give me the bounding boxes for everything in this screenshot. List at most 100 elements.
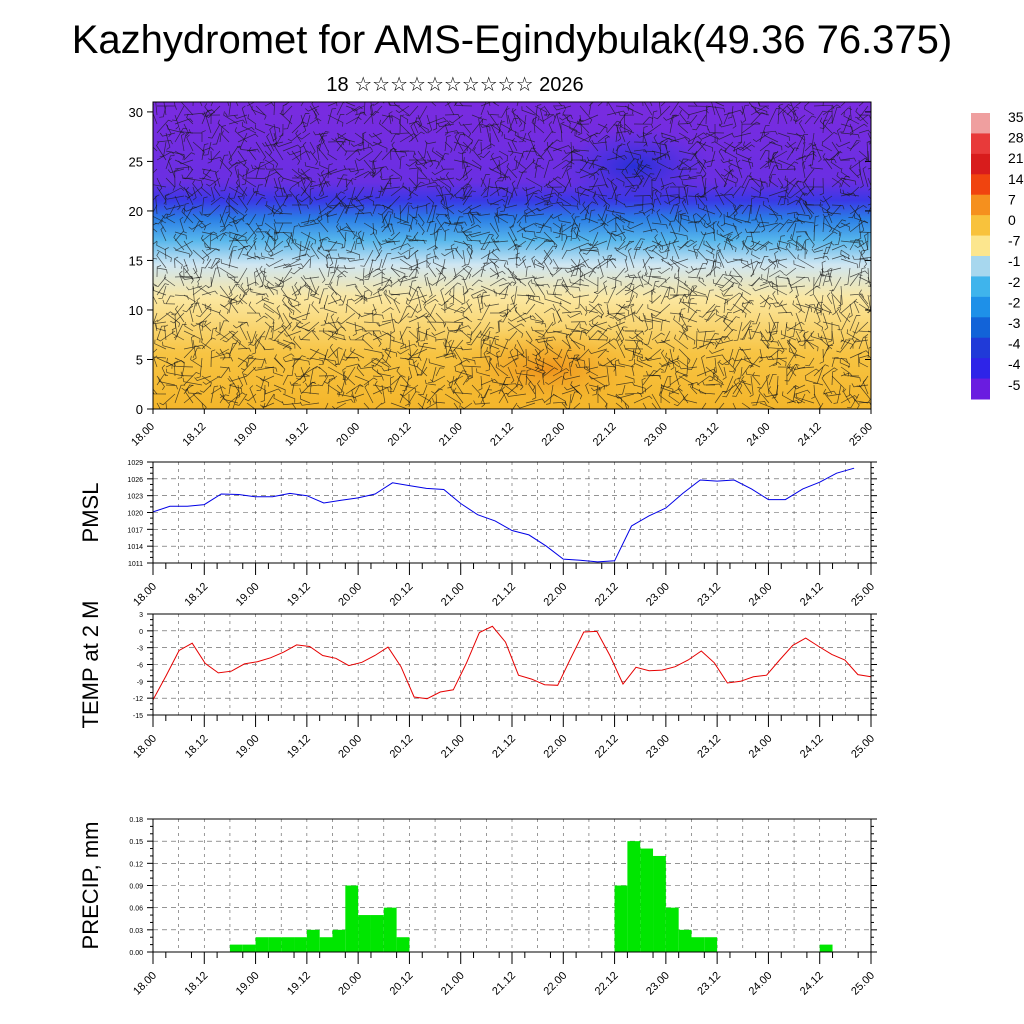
colorbar-label: 21: [1008, 150, 1024, 166]
precip-xtick-label: 22.12: [593, 970, 621, 998]
pmsl-xtick-label: 21.00: [439, 581, 467, 609]
heatmap-xtick-label: 23.00: [642, 421, 670, 449]
precip-bar: [653, 855, 666, 952]
temp-ytick-label: -12: [133, 696, 143, 703]
precip-ytick-label: 0.12: [129, 861, 143, 868]
heatmap-xtick-label: 19.12: [283, 421, 311, 449]
precip-xtick-label: 24.12: [798, 970, 826, 998]
pmsl-xtick-label: 18.00: [131, 581, 159, 609]
precip-bar: [255, 937, 269, 952]
precip-xtick-label: 19.12: [285, 970, 313, 998]
temp-ytick-label: 0: [139, 629, 143, 636]
heatmap-ytick-label: 0: [136, 402, 143, 417]
temperature-colorbar: 35 28 21 14 7 0 -7 -1 -2 -2 -3 -4 -4 -5: [971, 109, 1024, 400]
colorbar-swatch: [971, 174, 990, 196]
colorbar-swatch: [971, 133, 990, 155]
heatmap-xtick-label: 22.12: [591, 421, 619, 449]
precip-bar: [819, 944, 833, 952]
precip-bar: [345, 885, 359, 952]
precip-xtick-label: 25.00: [849, 970, 877, 998]
precip-bar: [396, 937, 410, 952]
pmsl-ytick-label: 1020: [127, 511, 143, 518]
precip-xtick-label: 18.12: [182, 970, 210, 998]
colorbar-swatch: [971, 194, 990, 216]
temp-xtick-label: 19.12: [285, 733, 313, 761]
heatmap-xtick-label: 23.12: [693, 421, 721, 449]
heatmap-ytick-label: 5: [136, 352, 143, 367]
colorbar-swatch: [971, 378, 990, 400]
precip-ytick-label: 0.00: [129, 950, 143, 957]
precip-bar: [691, 937, 705, 952]
colorbar-swatch: [971, 113, 990, 134]
temp-ytick-label: -15: [133, 713, 143, 720]
heatmap-xtick-label: 20.00: [334, 421, 362, 449]
precip-ytick-label: 0.15: [129, 839, 143, 846]
colorbar-label: -7: [1008, 233, 1021, 249]
colorbar-label: 0: [1008, 212, 1016, 228]
precip-bar: [370, 915, 384, 952]
pmsl-xtick-label: 20.12: [388, 581, 416, 609]
precip-bar: [358, 915, 371, 952]
precip-xtick-label: 21.00: [439, 970, 467, 998]
precip-xtick-label: 22.00: [541, 970, 569, 998]
heatmap-xtick-label: 20.12: [386, 421, 414, 449]
page-title: Kazhydromet for AMS-Egindybulak(49.36 76…: [71, 18, 953, 62]
temp-xtick-label: 20.12: [388, 733, 416, 761]
cold-core: [560, 128, 711, 205]
heatmap-field: [153, 102, 871, 409]
pmsl-xtick-label: 18.12: [182, 581, 210, 609]
pmsl-ytick-label: 1014: [127, 544, 143, 551]
precip-bar: [678, 929, 692, 952]
precip-bar: [268, 937, 282, 952]
temp-xtick-label: 18.00: [131, 733, 159, 761]
temp2m-chart: -15 -12 -9 -6 -3 0 3 18.00 18.12 19.00 19.12 20.00 2…: [78, 601, 877, 761]
precip-bar: [332, 929, 346, 952]
colorbar-label: 28: [1008, 130, 1024, 146]
colorbar-label: 7: [1008, 191, 1016, 207]
heatmap-xtick-label: 24.12: [796, 421, 824, 449]
pmsl-xtick-label: 20.00: [336, 581, 364, 609]
pmsl-xtick-label: 23.00: [644, 581, 672, 609]
pmsl-xtick-label: 21.12: [490, 581, 518, 609]
pmsl-series-line: [152, 467, 855, 563]
temp-xtick-label: 22.12: [593, 733, 621, 761]
precip-ytick-label: 0.06: [129, 906, 143, 913]
colorbar-label: -2: [1008, 274, 1021, 290]
colorbar-swatch: [971, 235, 990, 257]
precip-ytick-label: 0.03: [129, 928, 143, 935]
heatmap-xtick-label: 19.00: [232, 421, 260, 449]
temp-ytick-label: -9: [137, 679, 143, 686]
cross-section-heatmap: 0 5 10 15 20 25 30 18.00 18.12 19.00 19.12 20.00 20.…: [129, 101, 875, 449]
pmsl-ytick-label: 1023: [127, 494, 143, 501]
pmsl-chart: 1011 1014 1017 1020 1023 1026 1029 18.00 18.12 19…: [78, 460, 877, 609]
colorbar-label: -5: [1008, 377, 1021, 393]
colorbar-swatch: [971, 256, 990, 277]
heatmap-xtick-label: 25.00: [847, 421, 875, 449]
pmsl-xtick-label: 22.12: [593, 581, 621, 609]
temp-axis-title: TEMP at 2 M: [78, 601, 103, 729]
temp-xtick-label: 20.00: [336, 733, 364, 761]
precip-bar: [229, 944, 243, 952]
pmsl-ytick-label: 1017: [127, 527, 143, 534]
temp-xtick-label: 23.12: [695, 733, 723, 761]
wind-barbs: [153, 102, 871, 409]
colorbar-swatch: [971, 337, 990, 359]
pmsl-xtick-label: 25.00: [849, 581, 877, 609]
temp-ytick-label: 3: [139, 612, 143, 619]
heatmap-xtick-label: 18.12: [180, 421, 208, 449]
page-subtitle: 18 ☆☆☆☆☆☆☆☆☆☆ 2026: [326, 74, 584, 96]
precip-bar: [665, 907, 679, 952]
temp-ytick-label: -3: [137, 646, 143, 653]
precip-chart: 0.00 0.03 0.06 0.09 0.12 0.15 0.18 18.00 18.12 19…: [78, 817, 877, 998]
heatmap-xtick-label: 24.00: [745, 421, 773, 449]
precip-bar: [627, 841, 641, 952]
precip-xtick-label: 23.12: [695, 970, 723, 998]
pmsl-ytick-label: 1011: [128, 561, 143, 568]
temp-xtick-label: 24.00: [747, 733, 775, 761]
precip-bar: [294, 937, 307, 952]
precip-bar: [383, 907, 397, 952]
precip-bar: [281, 937, 295, 952]
colorbar-label: -4: [1008, 356, 1021, 372]
heatmap-ytick-label: 25: [129, 154, 143, 169]
